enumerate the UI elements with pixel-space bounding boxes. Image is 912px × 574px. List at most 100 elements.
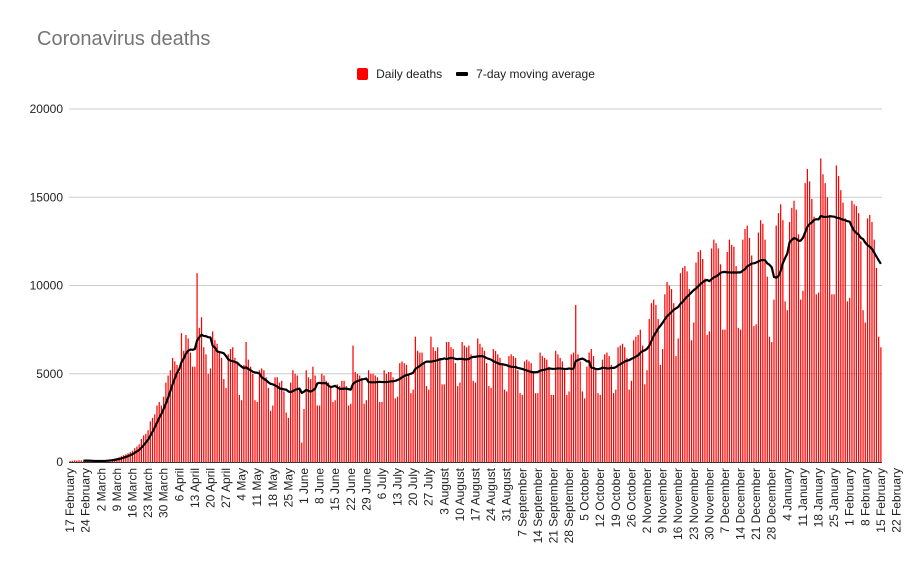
- daily-deaths-bar: [719, 264, 722, 462]
- daily-deaths-bar: [586, 366, 588, 462]
- x-tick-label: 27 April: [219, 468, 233, 508]
- daily-deaths-bar: [143, 435, 145, 462]
- daily-deaths-bar: [590, 349, 592, 462]
- x-tick-label: 6 April: [172, 468, 186, 501]
- daily-deaths-bar: [855, 206, 857, 462]
- daily-deaths-bar: [359, 375, 361, 462]
- daily-deaths-bar: [477, 338, 479, 462]
- daily-deaths-bar: [844, 218, 846, 462]
- daily-deaths-bar: [742, 239, 744, 462]
- daily-deaths-bar: [837, 176, 840, 462]
- daily-deaths-bar: [757, 232, 759, 462]
- daily-deaths-bar: [699, 250, 702, 462]
- daily-deaths-bar: [178, 371, 180, 462]
- y-tick-label: 0: [56, 455, 63, 469]
- daily-deaths-bar: [439, 357, 441, 462]
- legend-item-moving-average[interactable]: 7-day moving average: [456, 67, 595, 81]
- daily-deaths-bar: [630, 380, 633, 462]
- daily-deaths-bar: [577, 354, 579, 462]
- daily-deaths-bar: [479, 343, 481, 462]
- daily-deaths-bar: [443, 384, 445, 462]
- x-tick-label: 13 April: [188, 468, 202, 508]
- daily-deaths-bar: [530, 363, 532, 462]
- daily-deaths-bar: [559, 357, 561, 462]
- daily-deaths-bar: [314, 375, 316, 462]
- daily-deaths-bar: [555, 350, 557, 462]
- daily-deaths-bar: [804, 183, 806, 462]
- x-tick-label: 28 December: [765, 468, 779, 540]
- daily-deaths-bar: [746, 225, 748, 462]
- daily-deaths-bar: [269, 410, 272, 462]
- daily-deaths-bar: [664, 294, 666, 462]
- daily-deaths-bar: [390, 371, 392, 462]
- daily-deaths-bar: [134, 448, 136, 462]
- daily-deaths-bar: [249, 366, 252, 462]
- daily-deaths-bar: [434, 350, 437, 462]
- daily-deaths-bar: [73, 460, 76, 462]
- daily-deaths-bar: [127, 453, 129, 462]
- daily-deaths-bar: [296, 375, 298, 462]
- x-tick-label: 14 December: [734, 468, 748, 540]
- x-tick-label: 22 June: [344, 468, 358, 511]
- daily-deaths-bar: [775, 225, 777, 462]
- x-tick-label: 2 November: [640, 468, 654, 533]
- daily-deaths-bar: [831, 294, 833, 462]
- daily-deaths-bar: [532, 371, 535, 462]
- daily-deaths-bar: [866, 218, 869, 462]
- daily-deaths-bar: [125, 454, 127, 462]
- daily-deaths-bar: [154, 414, 156, 462]
- daily-deaths-bar: [488, 386, 490, 462]
- daily-deaths-bar: [512, 356, 514, 462]
- x-tick-label: 9 November: [656, 468, 670, 533]
- daily-deaths-bar: [639, 329, 641, 463]
- daily-deaths-bar: [138, 444, 140, 462]
- daily-deaths-bar: [245, 341, 247, 462]
- x-tick-label: 24 August: [484, 467, 498, 521]
- daily-deaths-bar: [797, 234, 800, 462]
- daily-deaths-bar: [568, 391, 570, 462]
- daily-deaths-bar: [276, 377, 278, 462]
- x-tick-label: 30 November: [702, 468, 716, 540]
- chart-title: Coronavirus deaths: [37, 28, 211, 50]
- daily-deaths-bar: [592, 356, 595, 462]
- daily-deaths-bar: [129, 452, 131, 462]
- daily-deaths-bar: [543, 357, 546, 462]
- daily-deaths-bar: [167, 375, 169, 462]
- daily-deaths-bar: [332, 401, 334, 462]
- x-tick-label: 3 August: [437, 467, 451, 514]
- daily-deaths-bar: [151, 417, 154, 463]
- daily-deaths-bar: [428, 389, 430, 462]
- daily-deaths-bar: [617, 347, 619, 462]
- x-tick-label: 25 May: [281, 468, 295, 507]
- daily-deaths-bar: [163, 396, 165, 462]
- daily-deaths-bar: [519, 393, 521, 462]
- daily-deaths-bar: [668, 285, 670, 462]
- daily-deaths-bar: [492, 349, 494, 462]
- daily-deaths-bar: [468, 345, 470, 462]
- daily-deaths-bar: [223, 379, 225, 462]
- legend-item-daily-deaths[interactable]: Daily deaths: [357, 67, 442, 81]
- daily-deaths-bar: [481, 347, 483, 462]
- daily-deaths-bar: [650, 303, 653, 462]
- y-tick-label: 20000: [30, 102, 64, 116]
- daily-deaths-bar: [773, 299, 775, 462]
- daily-deaths-bar: [633, 340, 635, 462]
- daily-deaths-bar: [684, 266, 686, 462]
- daily-deaths-bar: [726, 251, 728, 462]
- daily-deaths-bar: [762, 223, 764, 462]
- daily-deaths-bar: [403, 363, 405, 462]
- daily-deaths-bar: [552, 394, 555, 462]
- daily-deaths-bar: [350, 403, 352, 462]
- daily-deaths-bar: [238, 394, 241, 462]
- x-tick-label: 13 July: [391, 468, 405, 506]
- daily-deaths-bar: [829, 214, 831, 462]
- daily-deaths-bar: [274, 377, 276, 462]
- daily-deaths-bar: [176, 364, 178, 462]
- daily-deaths-bar: [185, 334, 187, 462]
- daily-deaths-bar: [782, 220, 784, 462]
- daily-deaths-bar: [174, 361, 176, 462]
- daily-deaths-bar: [563, 368, 566, 462]
- daily-deaths-bar: [806, 169, 808, 462]
- daily-deaths-bar: [247, 359, 249, 462]
